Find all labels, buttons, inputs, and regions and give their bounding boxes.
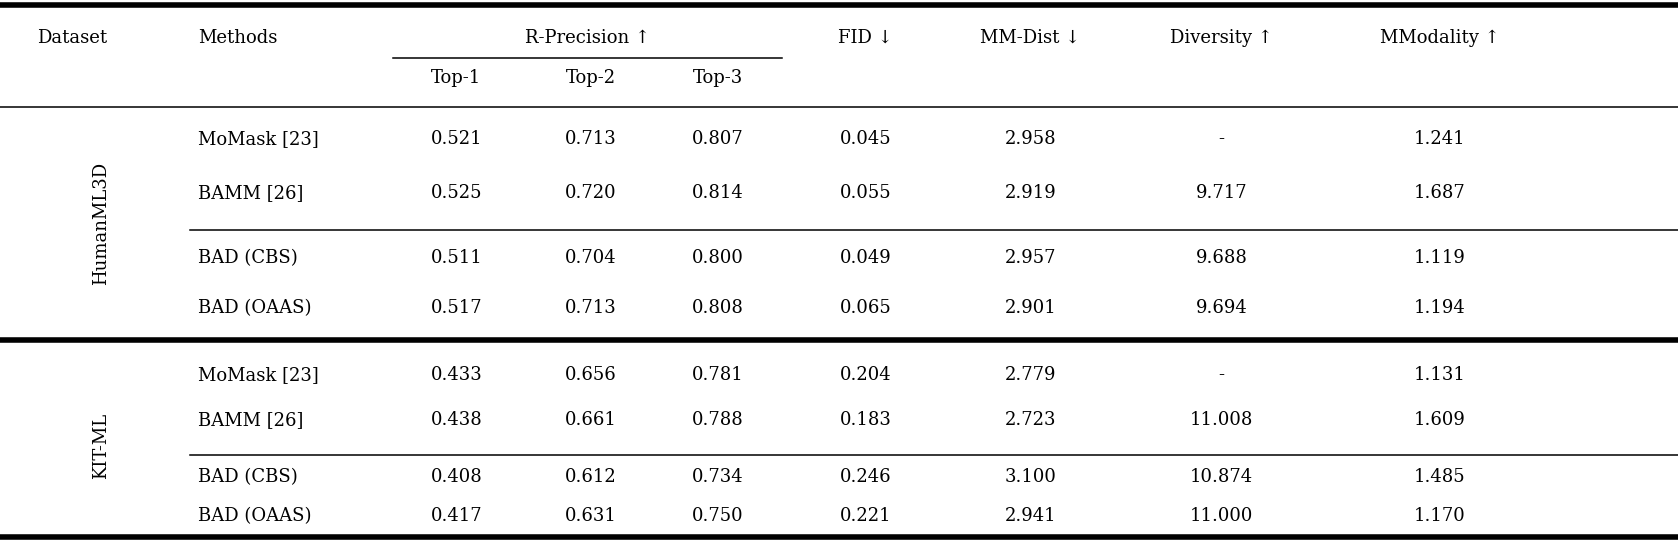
Text: 1.194: 1.194 bbox=[1415, 299, 1465, 317]
Text: 2.723: 2.723 bbox=[1005, 411, 1055, 429]
Text: BAD (CBS): BAD (CBS) bbox=[198, 249, 297, 267]
Text: 0.433: 0.433 bbox=[431, 366, 482, 384]
Text: 0.808: 0.808 bbox=[693, 299, 743, 317]
Text: 0.720: 0.720 bbox=[565, 184, 616, 202]
Text: 2.958: 2.958 bbox=[1005, 130, 1055, 148]
Text: 0.049: 0.049 bbox=[841, 249, 891, 267]
Text: 2.957: 2.957 bbox=[1005, 249, 1055, 267]
Text: 0.521: 0.521 bbox=[431, 130, 482, 148]
Text: 0.417: 0.417 bbox=[431, 507, 482, 525]
Text: 1.485: 1.485 bbox=[1415, 468, 1465, 486]
Text: FID ↓: FID ↓ bbox=[839, 29, 893, 47]
Text: BAD (CBS): BAD (CBS) bbox=[198, 468, 297, 486]
Text: Top-1: Top-1 bbox=[431, 69, 482, 87]
Text: 0.525: 0.525 bbox=[431, 184, 482, 202]
Text: 1.687: 1.687 bbox=[1415, 184, 1465, 202]
Text: 0.661: 0.661 bbox=[565, 411, 616, 429]
Text: 0.204: 0.204 bbox=[841, 366, 891, 384]
Text: 1.609: 1.609 bbox=[1415, 411, 1465, 429]
Text: 1.170: 1.170 bbox=[1415, 507, 1465, 525]
Text: 0.183: 0.183 bbox=[841, 411, 891, 429]
Text: MM-Dist ↓: MM-Dist ↓ bbox=[980, 29, 1081, 47]
Text: Methods: Methods bbox=[198, 29, 277, 47]
Text: 0.612: 0.612 bbox=[565, 468, 616, 486]
Text: 0.814: 0.814 bbox=[693, 184, 743, 202]
Text: 0.750: 0.750 bbox=[693, 507, 743, 525]
Text: BAMM [26]: BAMM [26] bbox=[198, 184, 304, 202]
Text: Top-2: Top-2 bbox=[565, 69, 616, 87]
Text: 1.131: 1.131 bbox=[1415, 366, 1465, 384]
Text: 0.781: 0.781 bbox=[693, 366, 743, 384]
Text: 0.408: 0.408 bbox=[431, 468, 482, 486]
Text: 0.713: 0.713 bbox=[565, 130, 616, 148]
Text: 9.688: 9.688 bbox=[1196, 249, 1247, 267]
Text: 2.941: 2.941 bbox=[1005, 507, 1055, 525]
Text: BAD (OAAS): BAD (OAAS) bbox=[198, 507, 312, 525]
Text: 0.055: 0.055 bbox=[841, 184, 891, 202]
Text: MoMask [23]: MoMask [23] bbox=[198, 366, 319, 384]
Text: BAMM [26]: BAMM [26] bbox=[198, 411, 304, 429]
Text: 0.517: 0.517 bbox=[431, 299, 482, 317]
Text: 1.241: 1.241 bbox=[1415, 130, 1465, 148]
Text: 0.807: 0.807 bbox=[693, 130, 743, 148]
Text: Top-3: Top-3 bbox=[693, 69, 743, 87]
Text: 0.788: 0.788 bbox=[693, 411, 743, 429]
Text: Dataset: Dataset bbox=[37, 29, 107, 47]
Text: 2.919: 2.919 bbox=[1005, 184, 1055, 202]
Text: 0.511: 0.511 bbox=[431, 249, 482, 267]
Text: 1.119: 1.119 bbox=[1415, 249, 1465, 267]
Text: 0.221: 0.221 bbox=[841, 507, 891, 525]
Text: 0.704: 0.704 bbox=[565, 249, 616, 267]
Text: 0.045: 0.045 bbox=[841, 130, 891, 148]
Text: 11.008: 11.008 bbox=[1190, 411, 1253, 429]
Text: BAD (OAAS): BAD (OAAS) bbox=[198, 299, 312, 317]
Text: 3.100: 3.100 bbox=[1005, 468, 1055, 486]
Text: 0.246: 0.246 bbox=[841, 468, 891, 486]
Text: R-Precision ↑: R-Precision ↑ bbox=[525, 29, 649, 47]
Text: 10.874: 10.874 bbox=[1190, 468, 1253, 486]
Text: 0.065: 0.065 bbox=[841, 299, 891, 317]
Text: -: - bbox=[1218, 366, 1225, 384]
Text: -: - bbox=[1218, 130, 1225, 148]
Text: KIT-ML: KIT-ML bbox=[92, 412, 109, 479]
Text: 2.901: 2.901 bbox=[1005, 299, 1055, 317]
Text: 0.438: 0.438 bbox=[431, 411, 482, 429]
Text: HumanML3D: HumanML3D bbox=[92, 162, 109, 285]
Text: Diversity ↑: Diversity ↑ bbox=[1170, 29, 1274, 47]
Text: 11.000: 11.000 bbox=[1190, 507, 1253, 525]
Text: 9.717: 9.717 bbox=[1196, 184, 1247, 202]
Text: 9.694: 9.694 bbox=[1196, 299, 1247, 317]
Text: 0.713: 0.713 bbox=[565, 299, 616, 317]
Text: 0.631: 0.631 bbox=[565, 507, 616, 525]
Text: 2.779: 2.779 bbox=[1005, 366, 1055, 384]
Text: 0.656: 0.656 bbox=[565, 366, 616, 384]
Text: 0.734: 0.734 bbox=[693, 468, 743, 486]
Text: MoMask [23]: MoMask [23] bbox=[198, 130, 319, 148]
Text: MModality ↑: MModality ↑ bbox=[1379, 29, 1500, 47]
Text: 0.800: 0.800 bbox=[693, 249, 743, 267]
